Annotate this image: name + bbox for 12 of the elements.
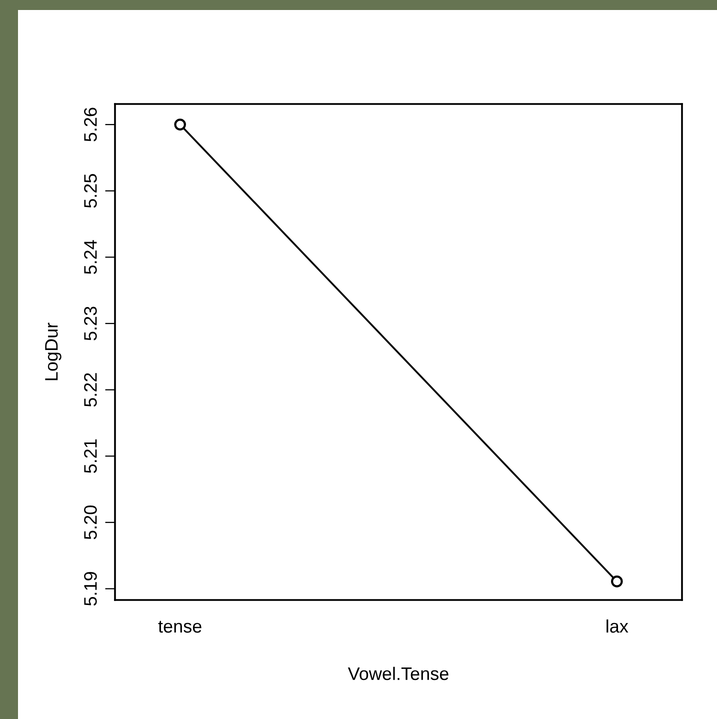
y-tick-label: 5.20 <box>84 506 97 540</box>
y-axis-title: LogDur <box>45 322 62 380</box>
y-tick-label: 5.26 <box>84 108 97 142</box>
y-tick-label: 5.25 <box>84 174 97 208</box>
y-tick-label: 5.24 <box>84 240 97 274</box>
y-tick-label: 5.19 <box>84 572 97 606</box>
y-tick-label: 5.22 <box>84 373 97 407</box>
y-tick-label: 5.23 <box>84 306 97 340</box>
x-tick-label: tense <box>158 620 202 633</box>
x-tick-label: lax <box>606 619 628 633</box>
x-axis-title: Vowel.Tense <box>348 666 448 680</box>
y-tick-label: 5.21 <box>84 439 97 473</box>
